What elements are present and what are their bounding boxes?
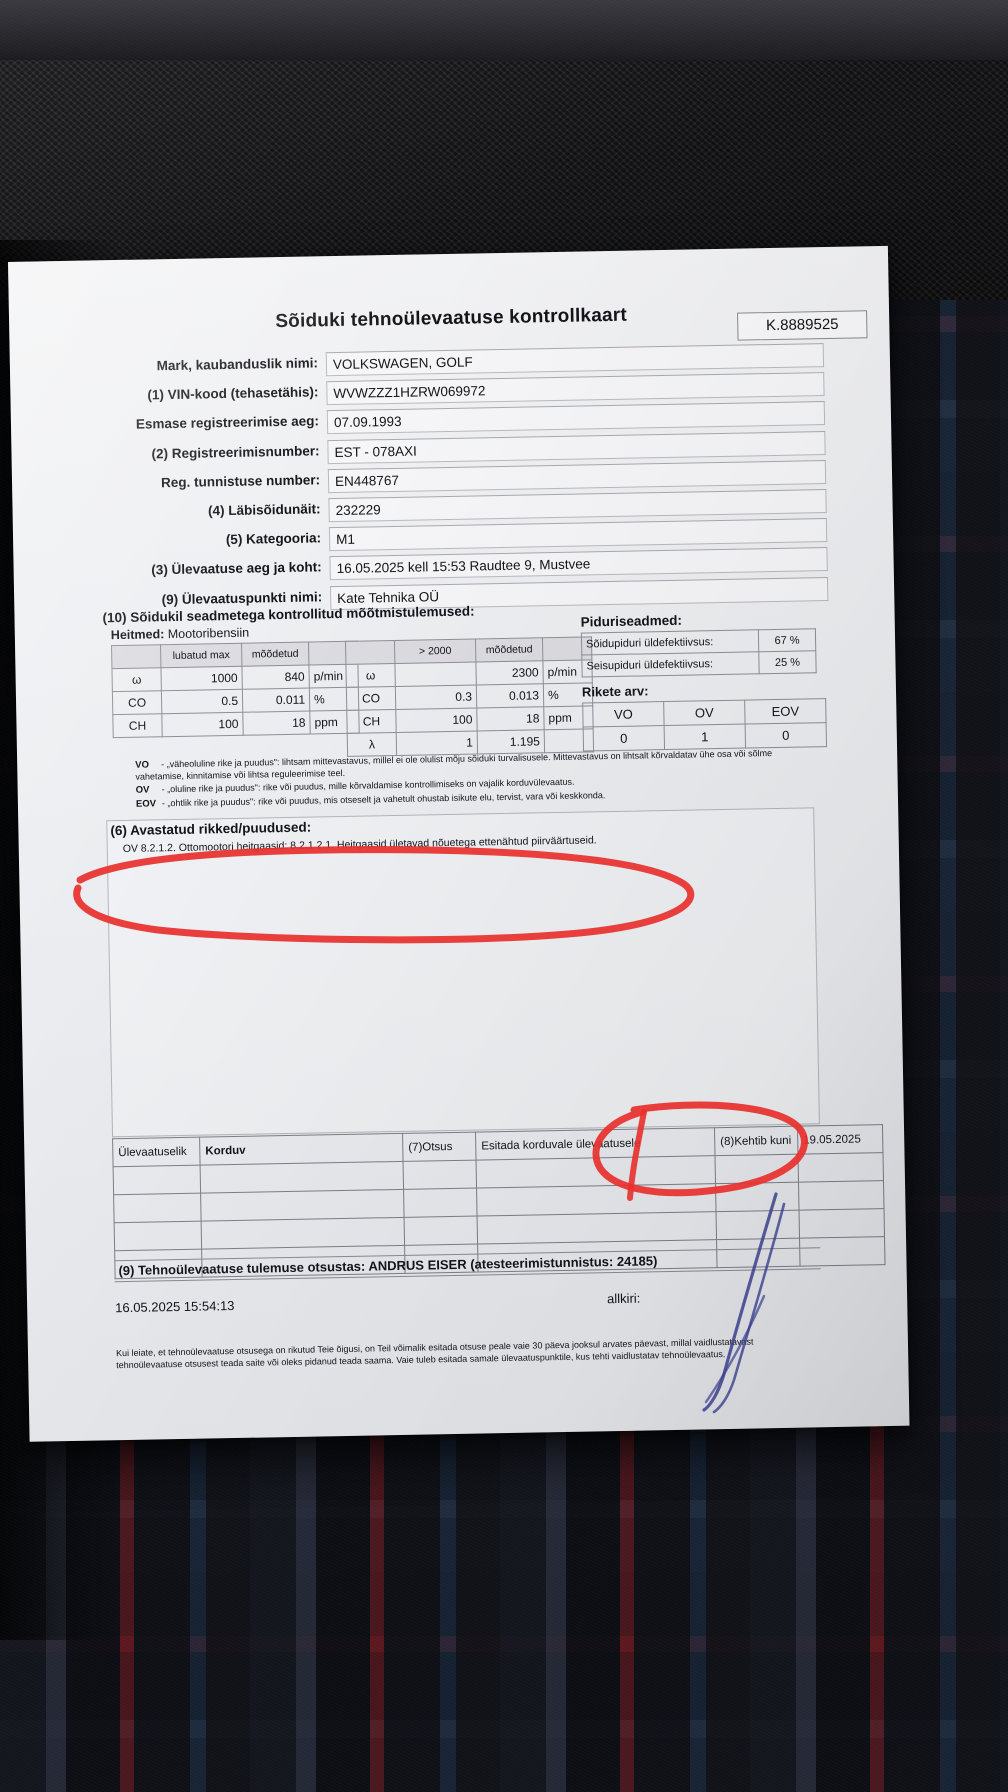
document-title: Sõiduki tehnoülevaatuse kontrollkaart (275, 304, 628, 333)
appeal-footnote: Kui leiate, et tehnoülevaatuse otsusega … (115, 1336, 754, 1370)
cell-name: ω (345, 663, 396, 688)
field-label: (3) Ülevaatuse aeg ja koht: (151, 559, 322, 578)
brake-value: 25 % (758, 650, 817, 674)
cell-max: 0.5 (161, 689, 243, 714)
brake-label: Sõidupiduri üldefektiivsus: (581, 629, 759, 656)
defect-count-header: VO (582, 701, 665, 728)
field-label: Reg. tunnistuse number: (160, 472, 321, 491)
decision-empty-cell (201, 1217, 405, 1250)
field-label: (2) Registreerimisnumber: (151, 442, 320, 461)
decision-header-decision: Esitada korduvale ülevaatusele (475, 1127, 715, 1161)
cell-max: 100 (395, 707, 478, 733)
defect-count-table: VO OV EOV 0 1 0 (582, 698, 827, 752)
brakes-title: Piduriseadmed: (580, 612, 683, 630)
decision-empty-cell (799, 1208, 885, 1239)
cell-measured: 18 (242, 711, 311, 736)
decision-empty-cell (403, 1188, 478, 1218)
cell-measured: 840 (241, 665, 310, 690)
column-header: lubatud max (160, 643, 242, 668)
field-label: (1) VIN-kood (tehasetähis): (147, 384, 319, 403)
cell-name: CH (112, 713, 163, 738)
field-label: Esmase registreerimise aeg: (135, 413, 320, 433)
cell-name: CO (112, 690, 162, 715)
field-label: (9) Ülevaatuspunkti nimi: (161, 588, 323, 607)
field-label: Mark, kaubanduslik nimi: (156, 355, 319, 374)
decision-empty-cell (798, 1180, 884, 1211)
defect-code-legend: VO - „väheoluline rike ja puudus": lihtsa… (135, 748, 776, 812)
legend-code: OV (135, 784, 150, 796)
brake-value: 67 % (758, 628, 816, 652)
decision-empty-cell (477, 1211, 717, 1245)
dark-edge-strip (0, 0, 1008, 60)
field-value: VOLKSWAGEN, GOLF (325, 343, 825, 377)
cell-max: 100 (161, 712, 244, 737)
defect-count-value: 0 (583, 725, 665, 752)
cell-measured: 18 (476, 706, 545, 731)
fuel-label: Heitmed: (110, 627, 165, 643)
table-row: CH 100 18 ppm (112, 710, 360, 738)
cell-measured: 2300 (475, 660, 544, 685)
defect-count-value: 0 (745, 722, 827, 749)
defect-count-value: 1 (664, 724, 746, 750)
cell-name: ω (111, 667, 162, 692)
stamp-datetime: 16.05.2025 15:54:13 (115, 1298, 235, 1316)
column-header (345, 640, 395, 665)
decision-empty-cell (200, 1161, 404, 1194)
decision-empty-cell (715, 1182, 800, 1212)
section6-box (106, 807, 820, 1138)
decision-empty-cell (716, 1210, 800, 1240)
field-label: (5) Kategooria: (225, 530, 322, 548)
column-header: mõõdetud (241, 642, 309, 667)
decision-empty-cell (476, 1183, 717, 1217)
decision-empty-cell (714, 1154, 799, 1184)
decision-empty-cell (476, 1155, 716, 1189)
cell-max: 0.3 (395, 684, 477, 710)
cell-max: 1000 (160, 666, 243, 691)
emissions-idle-table: lubatud max mõõdetud ω 1000 840 p/min CO 0.5 0.0… (111, 641, 360, 739)
signature-label: allkiri: (606, 1290, 641, 1307)
cell-measured: 1.195 (477, 729, 545, 754)
decision-empty-cell (404, 1216, 478, 1246)
cell-name: CH (346, 709, 397, 734)
column-header (111, 644, 161, 669)
decision-empty-cell (113, 1193, 202, 1223)
decision-empty-cell (403, 1160, 477, 1190)
decision-header-valid_until: 19.05.2025 (797, 1124, 883, 1155)
inspection-card-paper: Sõiduki tehnoülevaatuse kontrollkaart K.… (8, 245, 910, 1442)
defect-count-header: OV (663, 700, 746, 726)
cell-name: λ (347, 732, 397, 757)
emissions-high-rpm-table: > 2000 mõõdetud ω 2300 p/min CO 0.3 0.013% CH 100… (345, 636, 594, 757)
decision-empty-cell (200, 1189, 405, 1222)
table-row: Seisupiduri üldefektiivsus: 25 % (581, 650, 817, 678)
cell-measured: 0.013 (476, 683, 544, 708)
cell-max: 1 (396, 730, 478, 756)
decision-empty-cell (113, 1165, 201, 1195)
decision-empty-cell (797, 1152, 884, 1183)
decision-header-repeat: Korduv (199, 1133, 404, 1166)
brake-label: Seisupiduri üldefektiivsus: (581, 651, 760, 678)
decision-empty-cell (114, 1221, 202, 1251)
legend-code: EOV (135, 797, 157, 810)
card-number: K.8889525 (737, 310, 868, 341)
decision-header-type: Ülevaatuselik (112, 1137, 201, 1167)
defect-count-title: Rikete arv: (581, 683, 649, 700)
cell-measured: 0.011 (242, 688, 310, 713)
cell-max (394, 661, 477, 687)
column-header: > 2000 (394, 638, 476, 664)
column-header: mõõdetud (475, 637, 543, 662)
legend-code: VO (135, 759, 150, 771)
decision-header-decision_no: (7)Otsus (402, 1132, 477, 1162)
field-label: (4) Läbisõidunäit: (207, 501, 321, 519)
fuel-type-line: Heitmed: Mootoribensiin (111, 626, 249, 643)
cell-name: CO (346, 686, 396, 711)
fuel-value: Mootoribensiin (167, 625, 250, 642)
defect-count-header: EOV (744, 698, 827, 725)
decision-header-valid_no: (8)Kehtib kuni (714, 1126, 798, 1156)
brake-data-table: Sõidupiduri üldefektiivsus: 67 % Seisupidu… (581, 628, 817, 678)
